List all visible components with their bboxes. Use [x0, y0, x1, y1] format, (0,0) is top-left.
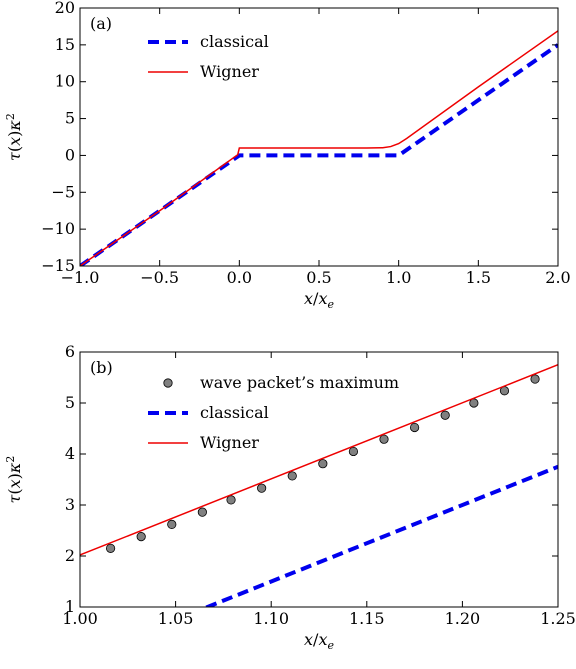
y-tick-label: 2 [65, 546, 75, 565]
x-tick-label: 1.5 [466, 268, 491, 287]
plot-area [80, 364, 558, 607]
x-tick-label: 0.5 [306, 268, 331, 287]
x-tick-label: 1.25 [540, 609, 576, 628]
y-axis-label-paren: ( [5, 488, 24, 494]
x-tick-label: −0.5 [140, 268, 179, 287]
y-axis-label-var: x [5, 137, 24, 146]
data-point [348, 446, 359, 457]
axes-frame [79, 7, 559, 267]
y-axis-label-paren: ( [5, 146, 24, 152]
x-axis-label-slash: / [313, 630, 319, 649]
x-axis-label-den: x [318, 630, 327, 649]
axes-frame [79, 351, 559, 608]
y-axis-label-main: τ [5, 151, 24, 161]
x-tick-label: 1.05 [158, 609, 194, 628]
x-tick-label: 1.10 [253, 609, 289, 628]
data-point [257, 483, 267, 493]
y-axis-label: τ(x)κ2 [4, 113, 24, 161]
legend: wave packet’s maximum classical Wigner [148, 373, 399, 452]
y-tick-label: −10 [41, 219, 75, 238]
x-axis-label-num: x [304, 630, 313, 649]
y-tick-label: −15 [41, 256, 75, 275]
data-point [379, 434, 389, 444]
plot-area [80, 30, 558, 266]
y-tick-label: 15 [55, 35, 75, 54]
panel-label: (b) [90, 358, 113, 377]
series-line-wigner [80, 30, 558, 266]
data-point [136, 532, 146, 542]
y-axis-label: τ(x)κ2 [4, 456, 24, 504]
x-tick-label: 2.0 [545, 268, 570, 287]
x-tick-label: 1.20 [445, 609, 481, 628]
data-point [105, 543, 116, 553]
x-axis-label-slash: / [313, 289, 319, 308]
series-line-wigner [80, 364, 558, 556]
data-point [226, 495, 236, 505]
data-point [318, 459, 328, 469]
x-axis-label-den: x [318, 289, 327, 308]
data-point [197, 507, 207, 517]
series-line-classical [202, 464, 558, 607]
y-axis-label-main: τ [5, 493, 24, 503]
data-point [409, 422, 420, 433]
y-tick-label: 10 [55, 72, 75, 91]
x-axis-label-sub: e [327, 298, 334, 311]
data-point [167, 519, 177, 529]
y-tick-label: 3 [65, 495, 75, 514]
x-axis-label: x/xe [304, 289, 334, 311]
legend-label: Wigner [200, 62, 259, 81]
x-tick-label: 1.15 [349, 609, 385, 628]
legend-label: Wigner [200, 433, 259, 452]
x-tick-label: −1.0 [61, 268, 100, 287]
y-tick-label: 4 [65, 444, 75, 463]
data-point [530, 374, 540, 384]
y-axis-label-kappa: κ [5, 462, 24, 474]
legend-label: classical [200, 403, 269, 422]
x-axis-label: x/xe [304, 630, 334, 652]
y-axis-label-exp: 2 [4, 456, 17, 463]
panel-label: (a) [90, 14, 112, 33]
x-tick-label: 1.00 [62, 609, 98, 628]
x-tick-label: 0.0 [227, 268, 252, 287]
series-line-classical [80, 43, 558, 266]
x-axis-label-sub: e [327, 639, 334, 652]
x-axis-label-num: x [304, 289, 313, 308]
y-tick-label: −5 [51, 182, 75, 201]
panel-b: 1.00 1.05 1.10 1.15 1.20 1.25 1 2 3 4 5 6 (b) wave pa… [4, 342, 576, 652]
y-axis-label-kappa: κ [5, 120, 24, 132]
legend-label: classical [200, 32, 269, 51]
y-tick-label: 20 [55, 0, 75, 17]
legend: classical Wigner [148, 32, 269, 81]
y-tick-label: 1 [65, 597, 75, 616]
legend-marker [163, 378, 173, 388]
x-tick-label: 1.0 [386, 268, 411, 287]
y-axis-label-var: x [5, 479, 24, 488]
y-tick-label: 6 [65, 342, 75, 361]
y-axis-label-paren: ) [5, 473, 24, 479]
legend-label: wave packet’s maximum [200, 373, 399, 392]
y-axis-label-paren: ) [5, 131, 24, 137]
data-point [287, 471, 297, 481]
data-point [440, 410, 450, 420]
panel-a: −1.0 −0.5 0.0 0.5 1.0 1.5 2.0 −15 −10 −5 0 5 10 15 20 (… [4, 0, 571, 311]
y-tick-label: 5 [65, 109, 75, 128]
y-tick-label: 0 [65, 145, 75, 164]
y-tick-label: 5 [65, 393, 75, 412]
y-axis-label-exp: 2 [4, 113, 17, 120]
